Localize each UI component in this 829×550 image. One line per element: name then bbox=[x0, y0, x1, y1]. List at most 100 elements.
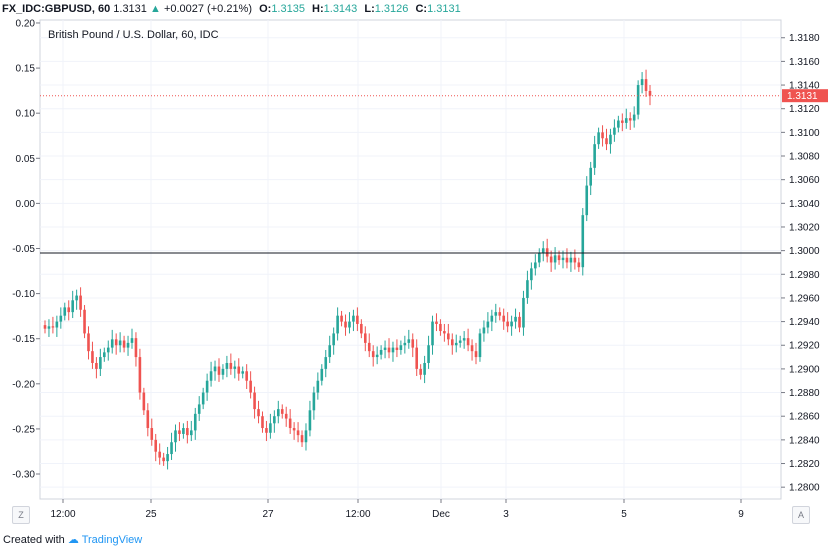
candle bbox=[375, 346, 379, 365]
candle bbox=[561, 250, 565, 269]
time-tick-label: 9 bbox=[738, 509, 744, 520]
candle bbox=[589, 161, 592, 196]
candle bbox=[130, 328, 134, 349]
candle bbox=[482, 320, 486, 342]
candle bbox=[245, 364, 248, 390]
candle bbox=[83, 305, 86, 339]
tradingview-logo-icon: ☁ bbox=[67, 534, 79, 546]
timezone-button[interactable]: Z bbox=[12, 506, 30, 524]
candle bbox=[613, 119, 616, 142]
candle bbox=[146, 403, 150, 437]
time-tick-label: 25 bbox=[145, 509, 157, 520]
candle bbox=[265, 420, 268, 442]
candle bbox=[458, 335, 462, 348]
candle bbox=[506, 312, 509, 333]
right-tick-label: 1.3020 bbox=[789, 222, 820, 233]
time-tick-label: 12:00 bbox=[345, 509, 370, 520]
candle bbox=[79, 287, 82, 317]
high-label: H: bbox=[312, 3, 324, 15]
candle bbox=[59, 307, 63, 329]
right-tick-label: 1.3140 bbox=[789, 81, 820, 92]
candle bbox=[182, 423, 185, 439]
candle bbox=[502, 308, 505, 330]
candle bbox=[514, 308, 517, 329]
candle bbox=[150, 418, 154, 446]
right-tick-label: 1.2800 bbox=[789, 483, 820, 494]
right-tick-label: 1.2960 bbox=[789, 293, 820, 304]
candle bbox=[644, 69, 648, 97]
open-value: 1.3135 bbox=[271, 3, 305, 15]
candle bbox=[209, 361, 213, 387]
symbol-header: FX_IDC:GBPUSD, 60 1.3131 ▲ +0.0027 (+0.2… bbox=[0, 0, 829, 19]
candle bbox=[55, 315, 59, 337]
candle bbox=[229, 353, 233, 375]
right-tick-label: 1.2840 bbox=[789, 435, 820, 446]
left-tick-label: 0.20 bbox=[16, 18, 36, 29]
candle bbox=[427, 335, 430, 369]
last-price-tag bbox=[782, 89, 828, 103]
right-tick-label: 1.2940 bbox=[789, 317, 820, 328]
candle bbox=[261, 411, 264, 433]
right-tick-label: 1.3080 bbox=[789, 152, 820, 163]
close-label: C: bbox=[415, 3, 428, 15]
candle bbox=[47, 319, 51, 337]
candle bbox=[51, 316, 55, 334]
candle bbox=[43, 320, 47, 334]
candle bbox=[379, 345, 383, 360]
candle bbox=[510, 315, 513, 336]
candle bbox=[518, 312, 521, 333]
candle bbox=[462, 331, 466, 349]
candle bbox=[597, 127, 600, 149]
candle bbox=[253, 386, 256, 419]
right-axis[interactable]: 1.3180 1.3160 1.3140 1.3120 1.3100 1.3080 1.30… bbox=[781, 33, 820, 494]
candle bbox=[75, 289, 78, 310]
candle bbox=[363, 326, 367, 352]
candle bbox=[280, 404, 284, 419]
candle bbox=[419, 364, 422, 380]
chart-title: British Pound / U.S. Dollar, 60, IDC bbox=[48, 29, 219, 41]
right-tick-label: 1.3180 bbox=[789, 33, 820, 44]
candle bbox=[628, 112, 632, 130]
candle bbox=[277, 400, 280, 424]
candle bbox=[371, 345, 375, 367]
candle bbox=[87, 326, 90, 360]
candle bbox=[474, 342, 478, 365]
candle bbox=[344, 314, 347, 336]
candle bbox=[122, 335, 126, 353]
candle bbox=[324, 349, 328, 378]
plot-area[interactable] bbox=[39, 19, 782, 500]
candle bbox=[439, 319, 442, 336]
candle bbox=[257, 400, 260, 424]
candle bbox=[486, 312, 490, 334]
change-text: +0.0027 (+0.21%) bbox=[163, 3, 253, 15]
auto-scale-button[interactable]: A bbox=[792, 506, 810, 524]
tradingview-link[interactable]: TradingView bbox=[81, 534, 143, 546]
candle bbox=[636, 80, 640, 120]
candle bbox=[526, 270, 529, 304]
change-arrow-icon: ▲ bbox=[149, 3, 161, 15]
right-tick-label: 1.3060 bbox=[789, 175, 820, 186]
open-label: O: bbox=[259, 3, 272, 15]
low-value: 1.3126 bbox=[374, 3, 409, 15]
candle bbox=[190, 420, 193, 442]
candle bbox=[617, 115, 620, 133]
candle bbox=[304, 423, 308, 451]
candle bbox=[577, 257, 581, 272]
time-tick-label: 5 bbox=[621, 509, 627, 520]
candle bbox=[621, 113, 624, 132]
candle bbox=[411, 333, 415, 358]
time-tick-label: 27 bbox=[262, 509, 274, 520]
candle bbox=[352, 309, 355, 332]
candle bbox=[142, 387, 146, 416]
candle bbox=[537, 248, 541, 268]
left-tick-label: -0.05 bbox=[12, 244, 35, 255]
candle bbox=[71, 290, 74, 319]
candle bbox=[269, 413, 272, 439]
time-axis[interactable]: 12:00 25 27 12:00 Dec 3 5 9 bbox=[50, 499, 744, 520]
left-tick-label: 0.05 bbox=[16, 154, 36, 165]
low-label: L: bbox=[364, 3, 375, 15]
symbol-name[interactable]: FX_IDC:GBPUSD, 60 bbox=[2, 3, 111, 15]
candle bbox=[605, 128, 608, 151]
candle bbox=[403, 335, 407, 354]
